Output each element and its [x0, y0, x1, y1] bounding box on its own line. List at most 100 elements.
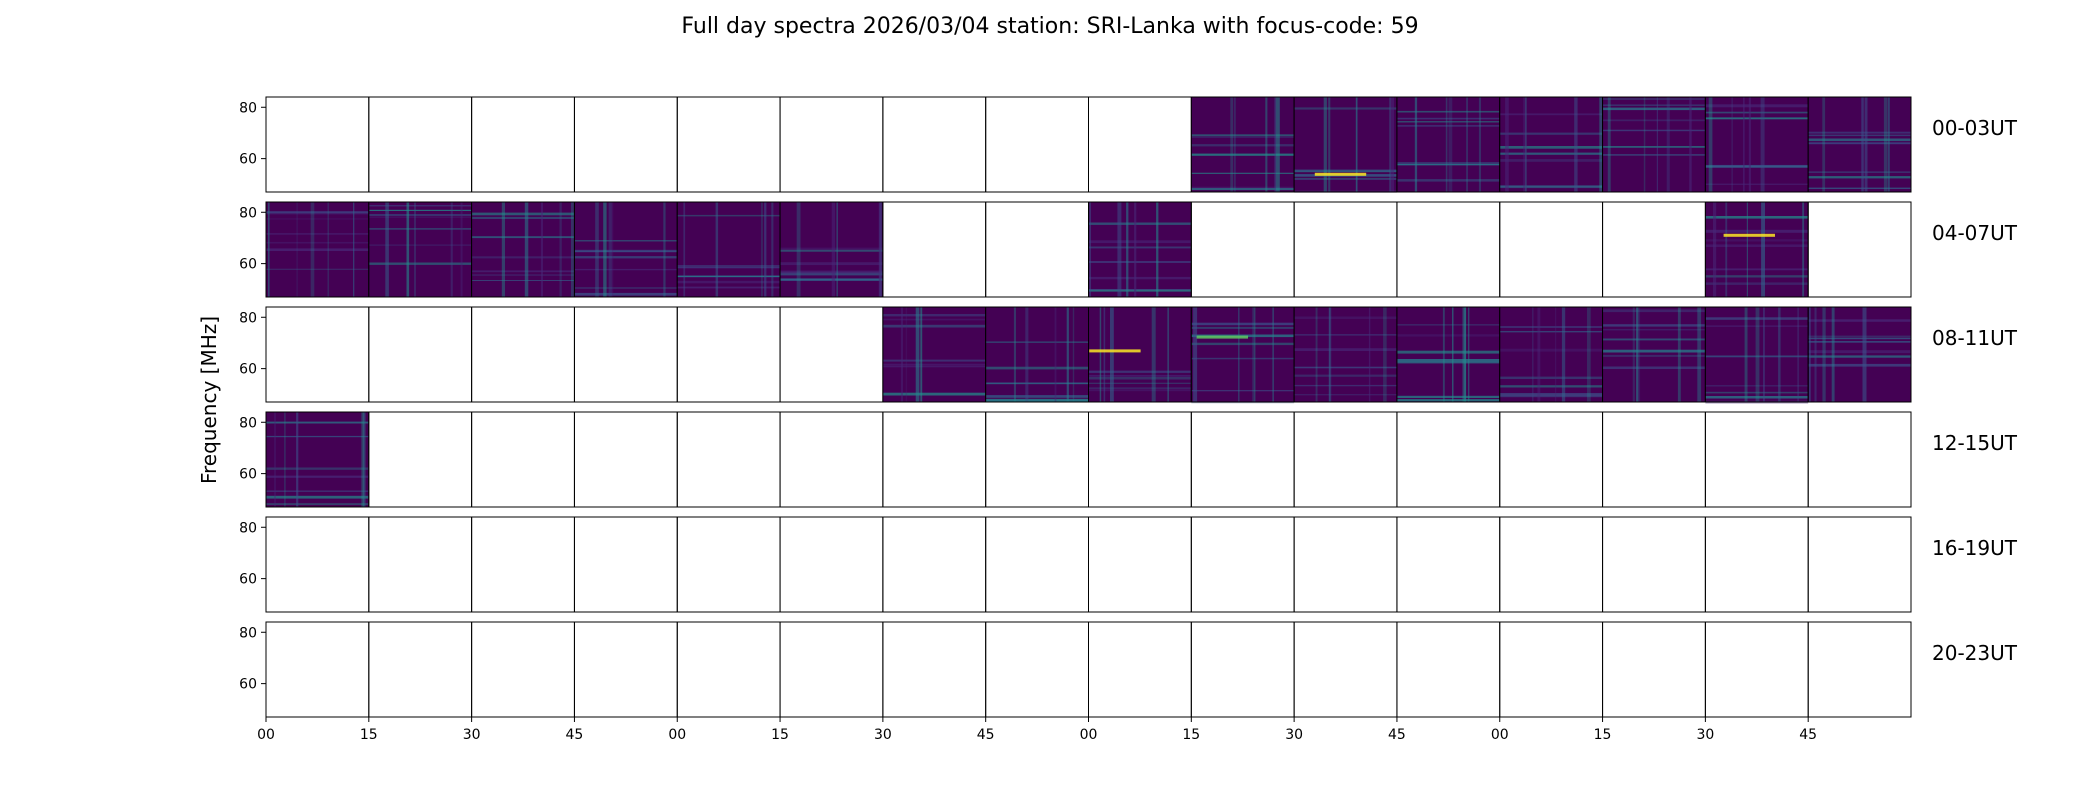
time-streak — [1464, 307, 1466, 402]
panel-frame — [1499, 516, 1604, 613]
panel-frame — [882, 621, 987, 718]
time-streak — [1274, 97, 1276, 192]
frequency-streak — [1602, 129, 1706, 132]
panel-frame — [1807, 621, 1912, 718]
burst-feature — [1196, 335, 1249, 339]
frequency-streak — [1808, 134, 1911, 137]
frequency-streak — [1499, 113, 1603, 116]
spectrum-panel — [882, 306, 987, 403]
frequency-streak — [368, 244, 472, 246]
spectrum-panel — [1396, 201, 1501, 298]
time-streak — [1822, 307, 1826, 402]
frequency-streak — [1499, 185, 1603, 189]
time-streak — [353, 202, 355, 297]
panel-frame — [1088, 516, 1192, 613]
frequency-streak — [368, 228, 472, 230]
y-tick-label: 60 — [239, 362, 257, 378]
panel-frame — [1807, 96, 1912, 193]
time-streak — [1599, 97, 1603, 192]
frequency-streak — [1191, 357, 1295, 360]
x-tick-label: 15 — [1182, 727, 1200, 743]
time-streak — [296, 412, 299, 507]
frequency-streak — [1705, 391, 1809, 394]
frequency-streak — [266, 211, 369, 214]
spectrum-panel — [1088, 516, 1192, 613]
time-streak — [1103, 307, 1106, 402]
panel-frame — [573, 96, 678, 193]
frequency-streak — [1396, 125, 1500, 127]
frequency-streak — [1191, 172, 1295, 174]
frequency-streak — [1191, 342, 1295, 346]
time-streak — [1368, 307, 1371, 402]
time-streak — [1677, 307, 1681, 402]
frequency-streak — [1191, 144, 1295, 147]
frequency-streak — [1499, 185, 1603, 188]
spectrum-panel — [882, 96, 987, 193]
spectrum-panel — [1807, 621, 1912, 718]
frequency-streak — [1499, 159, 1603, 162]
spectrum-panel — [1190, 411, 1295, 508]
frequency-streak — [1294, 348, 1397, 351]
time-streak — [1252, 307, 1255, 402]
spectrum-panel — [1499, 411, 1604, 508]
frequency-streak — [266, 233, 369, 235]
frequency-streak — [1499, 385, 1603, 388]
time-streak — [1746, 202, 1748, 297]
panel-frame — [368, 306, 473, 403]
frequency-streak — [1808, 131, 1911, 134]
spectrum-panel — [1499, 306, 1604, 403]
y-tick-label: 60 — [239, 152, 257, 168]
time-streak — [1632, 307, 1635, 402]
spectrum-panel — [676, 411, 781, 508]
time-streak — [663, 202, 666, 297]
time-streak — [603, 202, 607, 297]
spectrum-panel — [1293, 411, 1398, 508]
time-streak — [1478, 97, 1481, 192]
frequency-streak — [1191, 134, 1295, 137]
spectrum-background — [368, 202, 472, 297]
frequency-streak — [882, 324, 986, 328]
time-streak — [1697, 307, 1702, 402]
time-streak — [1861, 97, 1864, 192]
frequency-streak — [1602, 349, 1706, 353]
frequency-streak — [1088, 376, 1192, 380]
time-streak — [284, 412, 286, 507]
time-streak — [1743, 97, 1745, 192]
y-tick-label: 80 — [239, 415, 257, 431]
y-tick-label: 60 — [239, 257, 257, 273]
frequency-streak — [677, 275, 781, 277]
spectrum-panel — [471, 96, 575, 193]
frequency-streak — [780, 278, 883, 281]
frequency-streak — [471, 236, 575, 239]
time-streak — [1763, 307, 1765, 402]
frequency-streak — [1808, 341, 1911, 343]
time-streak — [595, 202, 599, 297]
frequency-streak — [1499, 348, 1603, 352]
spectrum-panel — [1190, 621, 1295, 718]
spectrum-panel — [1293, 96, 1398, 193]
chart-title: Full day spectra 2026/03/04 station: SRI… — [681, 14, 1418, 39]
panel-frame — [573, 516, 678, 613]
spectrum-panel — [1704, 306, 1809, 404]
panel-frame — [573, 621, 678, 718]
panel-frame — [1499, 621, 1604, 718]
spectrum-panel — [882, 411, 987, 508]
frequency-streak — [266, 241, 369, 244]
spectrum-panel — [368, 306, 473, 403]
time-streak — [1254, 307, 1256, 402]
time-streak — [920, 307, 922, 402]
frequency-streak — [1705, 117, 1809, 120]
frequency-streak — [677, 280, 781, 284]
y-tick-label: 60 — [239, 572, 257, 588]
frequency-streak — [1602, 107, 1706, 111]
spectrum-panel — [779, 621, 884, 718]
frequency-streak — [882, 363, 986, 366]
frequency-streak — [368, 216, 472, 218]
time-streak — [1808, 307, 1811, 402]
time-streak — [1755, 307, 1760, 402]
time-streak — [1234, 97, 1236, 192]
spectrum-panel — [1807, 411, 1912, 508]
spectrum-panel — [1704, 411, 1809, 508]
frequency-streak — [1396, 164, 1500, 166]
frequency-streak — [266, 218, 369, 220]
